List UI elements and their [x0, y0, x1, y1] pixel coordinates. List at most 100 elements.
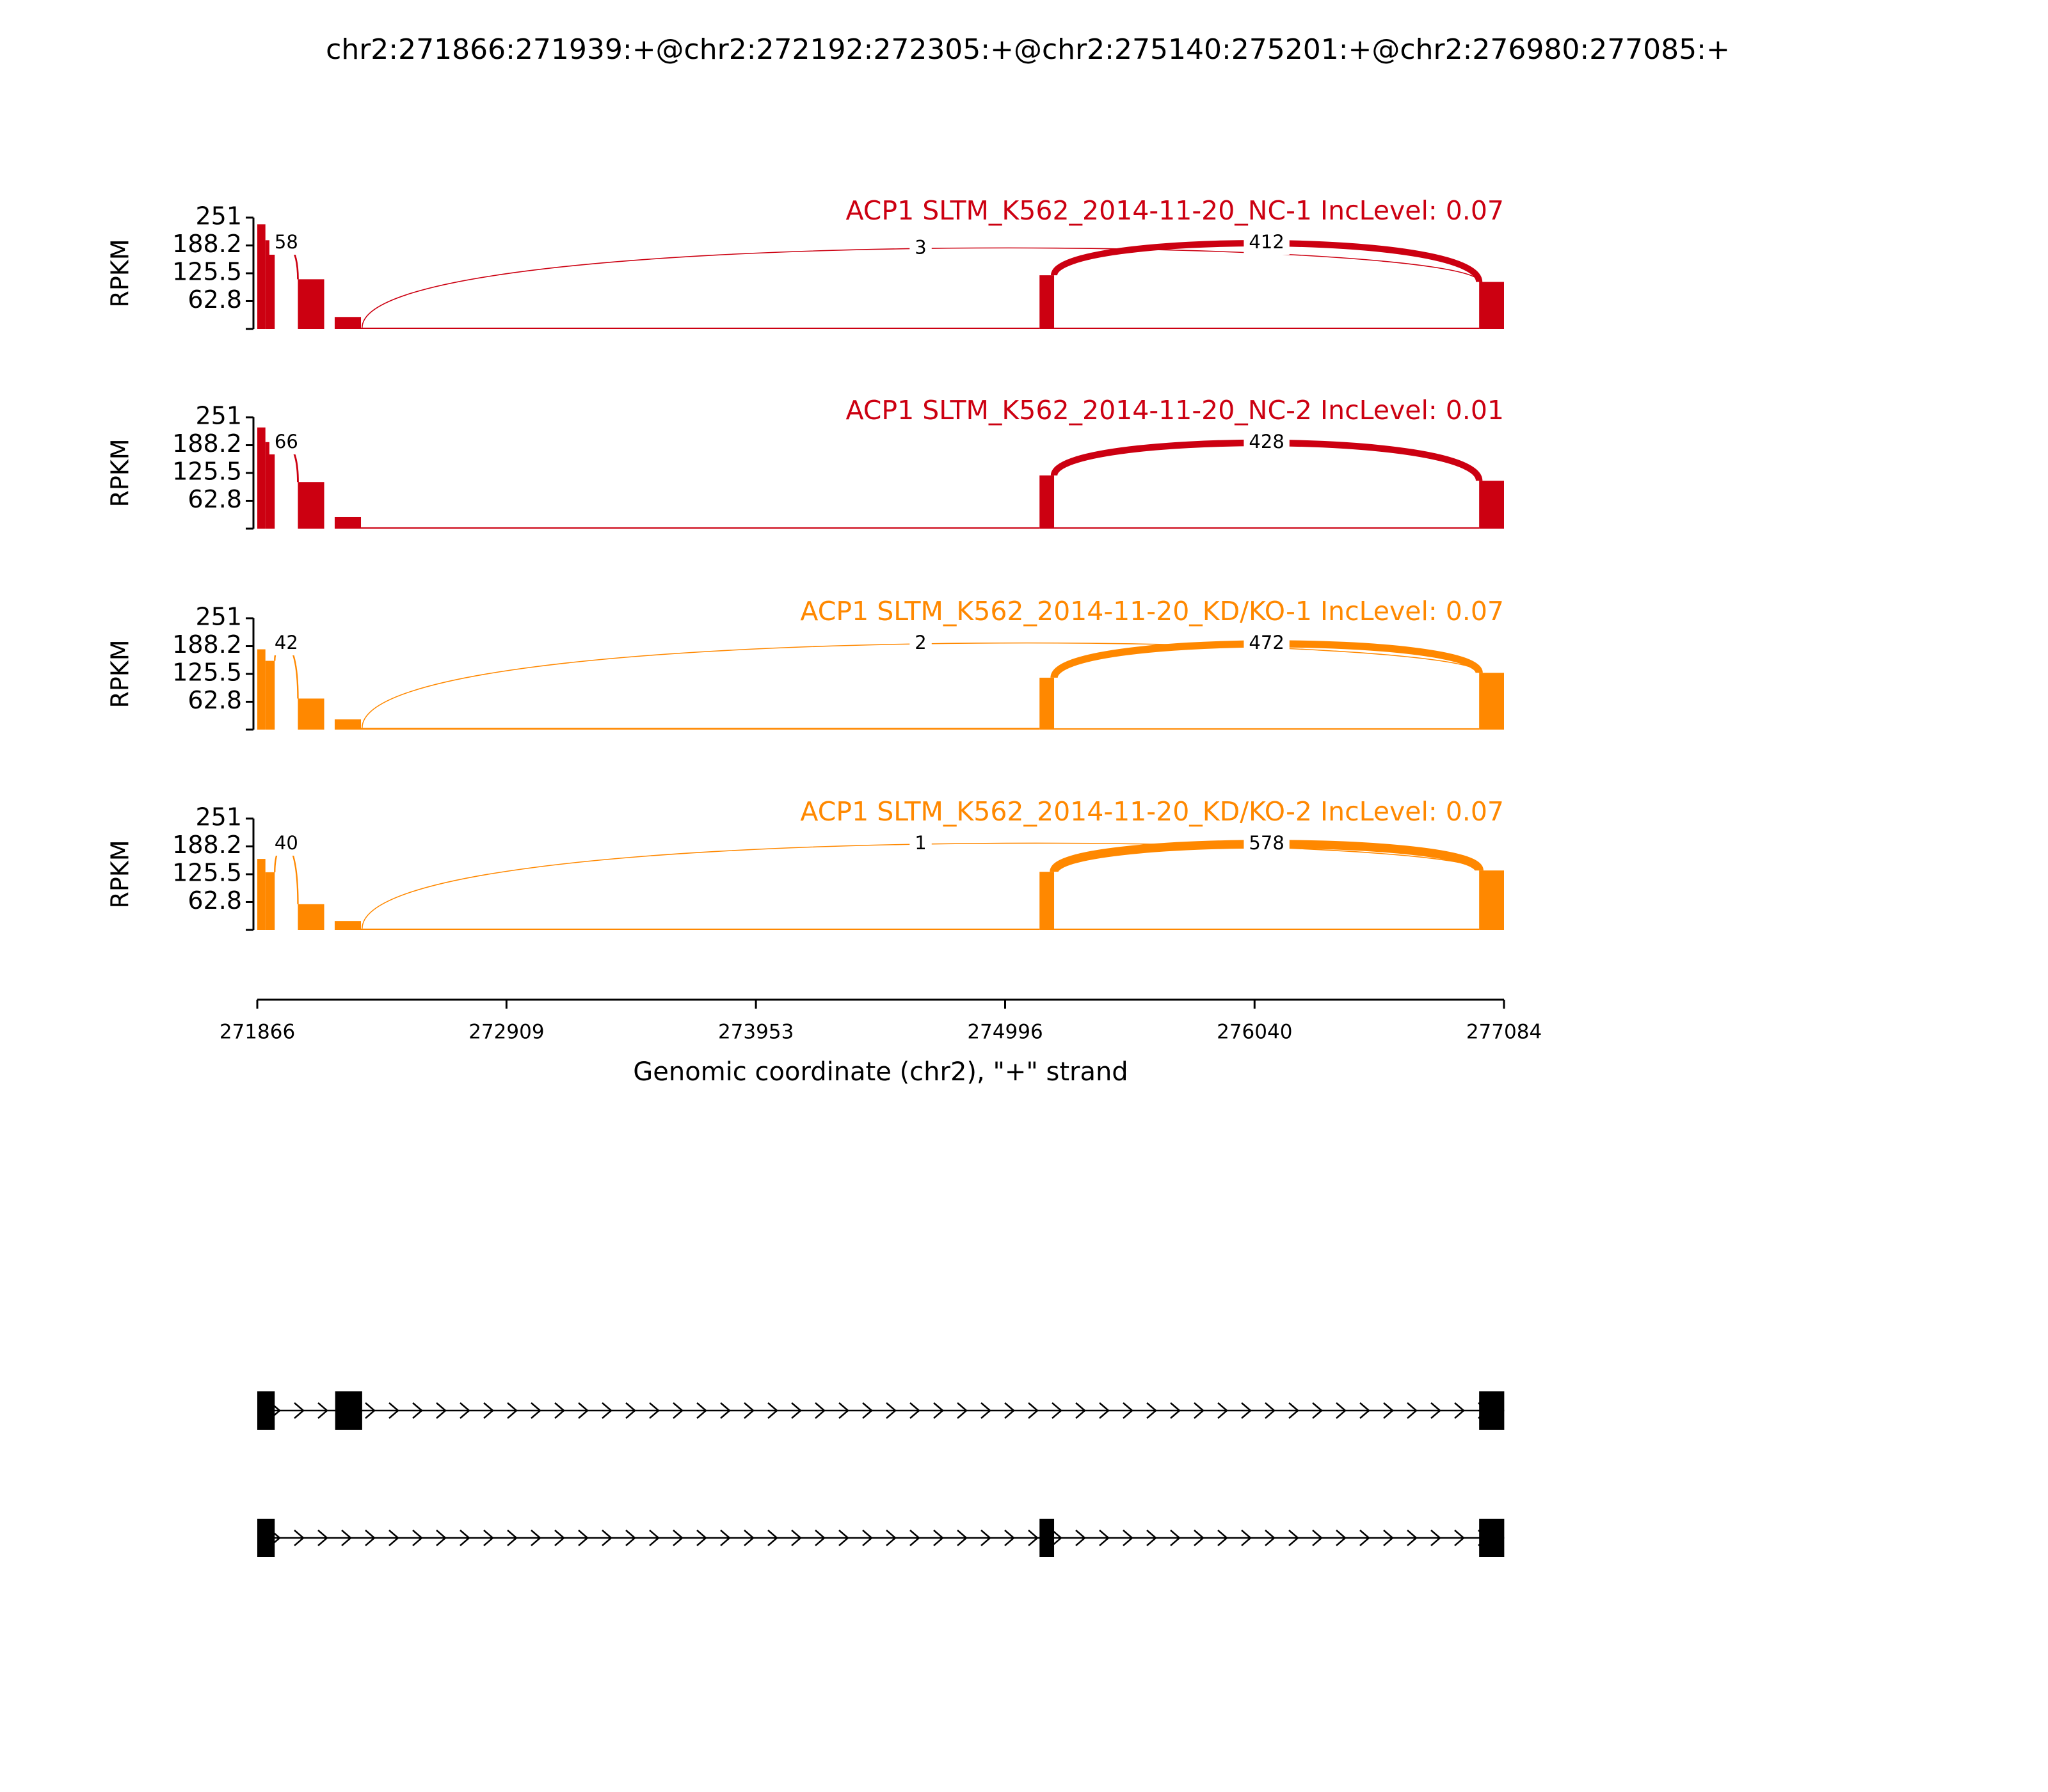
coverage-bar	[265, 240, 275, 329]
coverage-bar	[298, 482, 324, 529]
coverage-bar	[1039, 475, 1055, 529]
coverage-bar	[334, 921, 362, 930]
coverage-bar	[298, 279, 324, 329]
junction-label-bg	[1244, 431, 1290, 454]
y-tick-label: 188.2	[172, 630, 242, 659]
junction-label-bg	[269, 632, 303, 655]
coverage-bar	[1054, 327, 1480, 329]
y-tick-label: 62.8	[188, 485, 242, 513]
y-tick-label: 62.8	[188, 285, 242, 314]
y-tick-label: 62.8	[188, 886, 242, 915]
coverage-bar	[1479, 673, 1504, 730]
coverage-bar	[361, 928, 1040, 930]
coverage-bar	[265, 872, 275, 930]
coverage-bar	[257, 224, 266, 329]
coverage-bar	[1039, 677, 1055, 730]
panel-label: ACP1 SLTM_K562_2014-11-20_NC-2 IncLevel:…	[845, 395, 1504, 426]
junction-label: 66	[275, 431, 298, 452]
x-tick-label: 276040	[1217, 1021, 1292, 1044]
exon	[1479, 1519, 1505, 1557]
junction-label-bg	[909, 833, 932, 856]
panel-label: ACP1 SLTM_K562_2014-11-20_KD/KO-2 IncLev…	[800, 796, 1504, 827]
y-axis-label: RPKM	[106, 840, 134, 908]
y-tick-label: 125.5	[172, 859, 242, 887]
coverage-bar	[1039, 275, 1055, 329]
coverage-bar	[298, 698, 324, 730]
y-tick-label: 125.5	[172, 458, 242, 486]
panel-label: ACP1 SLTM_K562_2014-11-20_NC-1 IncLevel:…	[845, 195, 1504, 226]
coverage-bar	[1054, 527, 1480, 529]
exon	[1479, 1391, 1505, 1430]
x-tick-label: 271866	[220, 1021, 295, 1044]
coverage-bar	[334, 317, 362, 329]
coverage-bar	[361, 527, 1040, 529]
y-tick-label: 188.2	[172, 831, 242, 859]
x-axis-label: Genomic coordinate (chr2), "+" strand	[633, 1057, 1128, 1087]
junction-label-bg	[269, 833, 303, 856]
coverage-bar	[265, 660, 275, 730]
junction-label: 428	[1249, 431, 1284, 452]
y-tick-label: 62.8	[188, 686, 242, 714]
y-tick-label: 125.5	[172, 258, 242, 286]
y-tick-label: 251	[195, 603, 242, 631]
junction-label: 412	[1249, 231, 1284, 253]
coverage-bar	[1039, 872, 1055, 930]
y-tick-label: 251	[195, 202, 242, 230]
panel-label: ACP1 SLTM_K562_2014-11-20_KD/KO-1 IncLev…	[800, 596, 1504, 627]
coverage-bar	[257, 649, 266, 730]
y-tick-label: 251	[195, 402, 242, 430]
strand-chevrons	[270, 1402, 1489, 1419]
coverage-bar	[361, 327, 1040, 329]
coverage-bar	[361, 728, 1040, 730]
y-axis-label: RPKM	[106, 438, 134, 507]
junction-label-bg	[909, 632, 932, 655]
coverage-bar	[1479, 282, 1504, 329]
junction-label-bg	[909, 237, 932, 260]
coverage-bar	[265, 442, 275, 529]
y-tick-label: 251	[195, 803, 242, 831]
x-tick-label: 274996	[967, 1021, 1043, 1044]
exon	[1039, 1519, 1055, 1557]
coverage-bar	[1054, 928, 1480, 930]
junction-label: 472	[1249, 632, 1284, 653]
coverage-bar	[1479, 481, 1504, 529]
junction-label: 578	[1249, 832, 1284, 854]
coverage-bar	[257, 859, 266, 930]
junction-label: 1	[915, 832, 926, 854]
y-axis-label: RPKM	[106, 239, 134, 307]
junction-label: 40	[275, 832, 298, 854]
junction-label: 3	[915, 236, 926, 258]
exon	[335, 1391, 362, 1430]
x-tick-label: 277084	[1466, 1021, 1542, 1044]
y-tick-label: 188.2	[172, 230, 242, 258]
coverage-bar	[257, 427, 266, 529]
y-tick-label: 188.2	[172, 429, 242, 458]
coverage-bar	[1054, 728, 1480, 730]
coverage-bar	[298, 904, 324, 930]
junction-label: 58	[275, 231, 298, 253]
y-axis-label: RPKM	[106, 639, 134, 708]
junction-label-bg	[1244, 632, 1290, 655]
strand-chevrons	[270, 1530, 1489, 1546]
y-tick-label: 125.5	[172, 659, 242, 687]
junction-label: 2	[915, 632, 926, 653]
exon	[257, 1391, 275, 1430]
junction-label-bg	[1244, 232, 1290, 255]
junction-label-bg	[1244, 833, 1290, 856]
junction-label-bg	[269, 232, 303, 255]
coverage-bar	[1479, 870, 1504, 930]
junction-label-bg	[269, 431, 303, 454]
exon	[257, 1519, 275, 1557]
coverage-bar	[334, 719, 362, 730]
coverage-bar	[334, 516, 362, 529]
x-tick-label: 273953	[718, 1021, 794, 1044]
chart-title: chr2:271866:271939:+@chr2:272192:272305:…	[326, 33, 1730, 66]
x-tick-label: 272909	[468, 1021, 544, 1044]
junction-label: 42	[275, 632, 298, 653]
